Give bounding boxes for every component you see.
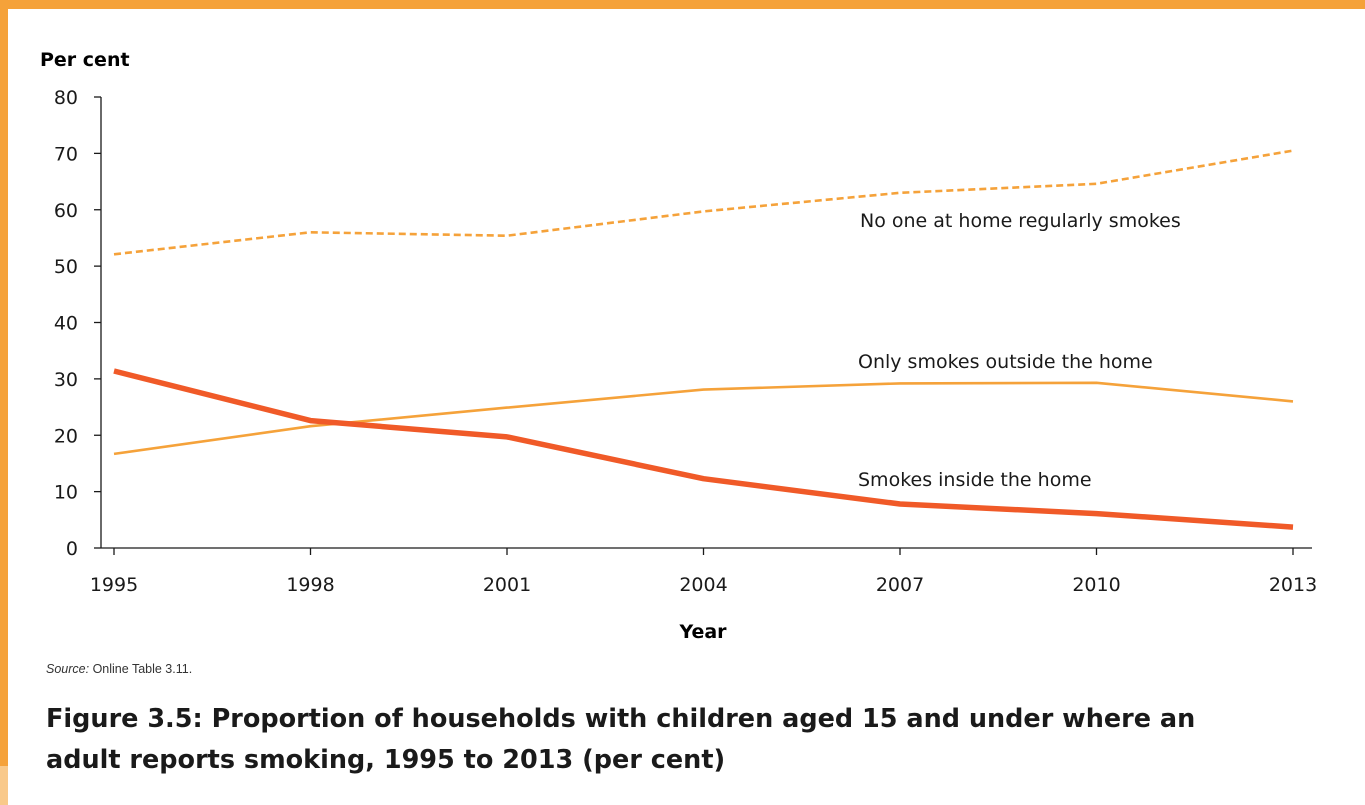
y-tick-label-20: 20 (54, 425, 78, 447)
figure-caption: Figure 3.5: Proportion of households wit… (46, 704, 1196, 775)
frame-top-border (0, 0, 1365, 9)
x-tick-label-1995: 1995 (90, 574, 138, 596)
series-lines (113, 149, 1294, 530)
x-axis-ticks: 1995 1998 2001 2004 2007 2010 2013 (90, 548, 1317, 596)
y-tick-label-40: 40 (54, 313, 78, 335)
y-tick-label-60: 60 (54, 200, 78, 222)
x-tick-label-2010: 2010 (1072, 574, 1120, 596)
x-tick-label-2007: 2007 (876, 574, 924, 596)
y-tick-label-50: 50 (54, 256, 78, 278)
x-tick-label-2001: 2001 (483, 574, 531, 596)
x-axis-title: Year (678, 621, 727, 643)
x-tick-label-2004: 2004 (679, 574, 727, 596)
y-axis-title: Per cent (40, 49, 130, 71)
series-annotations: No one at home regularly smokes Only smo… (858, 210, 1181, 491)
y-tick-label-0: 0 (66, 538, 78, 560)
annotation-no-one-smokes: No one at home regularly smokes (860, 210, 1181, 232)
frame-left-accent (0, 766, 8, 805)
series-smokes-inside (113, 368, 1294, 530)
y-tick-label-80: 80 (54, 87, 78, 109)
annotation-smokes-outside: Only smokes outside the home (858, 351, 1153, 373)
line-chart: Per cent 0 10 20 30 40 50 60 70 80 1995 1998 2001 2… (40, 49, 1317, 643)
y-tick-label-10: 10 (54, 482, 78, 504)
series-no-one-smokes (113, 149, 1294, 256)
y-tick-label-30: 30 (54, 369, 78, 391)
y-tick-label-70: 70 (54, 143, 78, 165)
x-tick-label-2013: 2013 (1269, 574, 1317, 596)
y-axis-ticks: 0 10 20 30 40 50 60 70 80 (54, 87, 101, 560)
source-note: Source: Online Table 3.11. (46, 662, 192, 676)
series-smokes-outside (113, 381, 1294, 456)
annotation-smokes-inside: Smokes inside the home (858, 469, 1092, 491)
source-label: Source: (46, 662, 90, 676)
source-text: Online Table 3.11. (89, 662, 193, 676)
frame-left-border (0, 0, 8, 805)
x-tick-label-1998: 1998 (286, 574, 334, 596)
